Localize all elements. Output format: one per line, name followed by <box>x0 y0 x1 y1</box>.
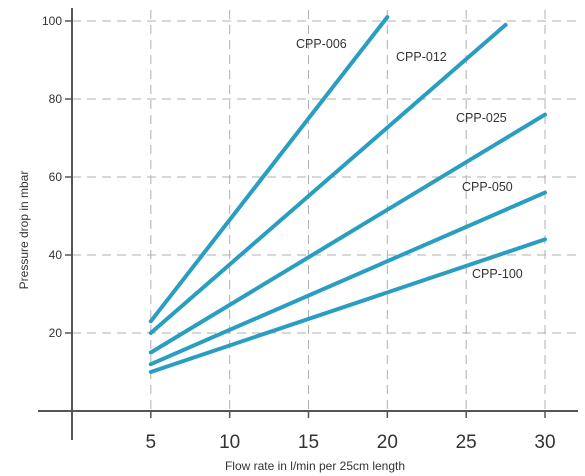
y-tick-labels: 20 40 60 80 100 <box>42 14 62 340</box>
x-axis-label: Flow rate in l/min per 25cm length <box>225 459 405 473</box>
series-label-cpp-025: CPP-025 <box>456 111 507 125</box>
y-axis-label: Pressure drop in mbar <box>17 171 31 290</box>
x-tick-label: 15 <box>298 432 319 453</box>
y-tick-label: 60 <box>49 170 63 184</box>
series-label-cpp-006: CPP-006 <box>296 37 347 51</box>
y-tick-label: 80 <box>49 92 63 106</box>
x-tick-label: 20 <box>377 432 398 453</box>
y-tick-label: 20 <box>49 326 63 340</box>
axes <box>38 8 578 440</box>
y-tick-label: 100 <box>42 14 62 28</box>
series-line-cpp-025 <box>148 112 547 355</box>
series-line-cpp-012 <box>148 22 508 335</box>
x-tick-label: 5 <box>146 432 157 453</box>
x-tick-labels: 5 10 15 20 25 30 <box>146 432 556 453</box>
x-tick-label: 30 <box>534 432 555 453</box>
series-labels: CPP-006 CPP-012 CPP-025 CPP-050 CPP-100 <box>296 37 523 281</box>
series-line-cpp-050 <box>148 190 547 367</box>
series-label-cpp-012: CPP-012 <box>396 50 447 64</box>
x-tick-label: 10 <box>219 432 240 453</box>
series-line-cpp-006 <box>148 15 390 324</box>
y-tick-label: 40 <box>49 248 63 262</box>
series-label-cpp-050: CPP-050 <box>462 180 513 194</box>
series-label-cpp-100: CPP-100 <box>472 267 523 281</box>
x-tick-label: 25 <box>456 432 477 453</box>
series-line-cpp-100 <box>148 237 547 374</box>
series-lines <box>148 15 547 374</box>
